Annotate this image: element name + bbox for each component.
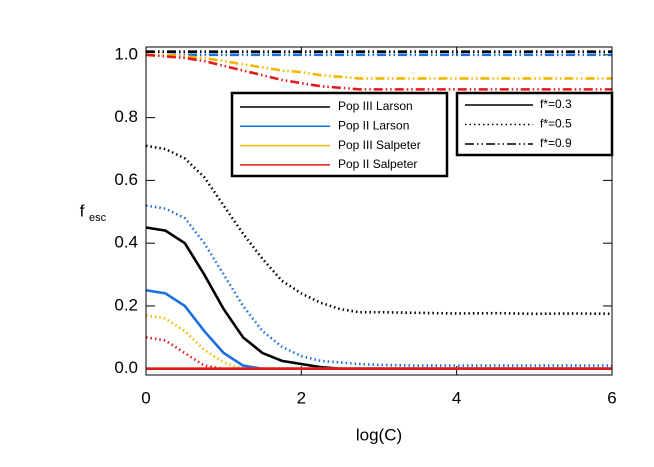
y-tick-label: 0.0 <box>114 358 138 377</box>
plot-frame <box>145 46 613 376</box>
series-line <box>146 53 612 80</box>
series-line <box>145 144 613 316</box>
x-tick-label: 0 <box>141 388 150 407</box>
series-line <box>145 314 612 371</box>
x-axis-label: log(C) <box>356 425 402 444</box>
series-line <box>145 226 612 371</box>
y-tick-label: 0.8 <box>114 107 138 126</box>
series-line <box>145 204 612 367</box>
y-tick-label: 1.0 <box>114 44 138 63</box>
legend-label: f*=0.9 <box>540 136 572 150</box>
legend-box <box>455 91 614 157</box>
legend-label: Pop II Salpeter <box>338 157 417 171</box>
y-tick-label: 0.2 <box>114 295 138 314</box>
x-tick-label: 6 <box>607 388 616 407</box>
legend-label: f*=0.3 <box>540 97 572 111</box>
y-axis-label: f <box>80 201 85 220</box>
series-line <box>145 288 612 371</box>
series-line <box>145 53 612 91</box>
legend-label: Pop III Salpeter <box>338 138 421 152</box>
series-line <box>145 336 612 371</box>
y-tick-label: 0.4 <box>114 233 138 252</box>
legend-label: Pop II Larson <box>338 118 409 132</box>
legend-label: Pop III Larson <box>338 99 413 113</box>
x-tick-label: 2 <box>297 388 306 407</box>
legend-label: f*=0.5 <box>540 117 572 131</box>
x-tick-label: 4 <box>452 388 461 407</box>
y-axis-label-sub: esc <box>89 212 107 224</box>
y-tick-label: 0.6 <box>114 170 138 189</box>
